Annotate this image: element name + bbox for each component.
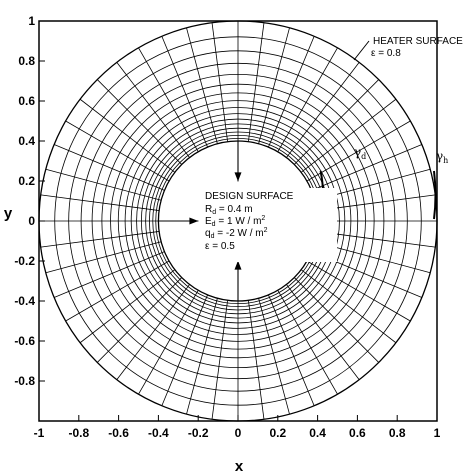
mesh-spoke	[247, 300, 265, 420]
mesh-spoke	[53, 144, 165, 191]
y-tick-label: -0.4	[14, 294, 35, 308]
y-tick-label: -0.2	[14, 254, 35, 268]
mesh-spoke	[294, 277, 379, 363]
y-tick-label: 0.4	[18, 134, 35, 148]
mesh-spoke	[161, 36, 208, 148]
mesh-spoke	[277, 290, 338, 395]
mesh-spoke	[300, 269, 397, 344]
mesh-spoke	[306, 120, 411, 182]
mesh-spoke	[286, 62, 360, 158]
mesh-spoke	[97, 277, 182, 363]
x-tick-label: 0.4	[309, 426, 326, 440]
mesh-spoke	[116, 62, 190, 158]
x-tick-label: 0.2	[269, 426, 286, 440]
mesh-spoke	[211, 22, 229, 142]
mesh-spoke	[186, 298, 218, 415]
mesh-spoke	[65, 120, 170, 182]
y-axis-title: y	[4, 205, 13, 222]
mesh-spoke	[53, 251, 165, 298]
mesh-spoke	[40, 231, 160, 248]
mesh-spoke	[79, 269, 176, 344]
y-tick-label: 0.2	[18, 174, 35, 188]
design-emissivity: ε = 0.5	[205, 241, 235, 252]
axis-ticks: -1 -0.8 -0.6 -0.4 -0.2 0 0.2 0.4 0.6 0.8 1 1 0.8 0.6 0…	[14, 14, 440, 440]
y-tick-label: 0.6	[18, 94, 35, 108]
mesh-spoke	[97, 79, 182, 165]
mesh-spoke	[268, 36, 315, 148]
mesh-spoke	[45, 241, 162, 274]
heater-surface-annotation: HEATER SURFACE ε = 0.8 γh	[353, 36, 463, 165]
gamma-h-label: γh	[436, 149, 448, 165]
heater-leader-line	[353, 40, 370, 61]
design-surface-annotation: DESIGN SURFACE Rd = 0.4 m Ed = 1 W / m2 …	[203, 145, 366, 262]
gamma-h-marker	[433, 170, 437, 220]
mesh-spoke	[116, 284, 190, 380]
x-tick-label: 0.6	[349, 426, 366, 440]
mesh-spoke	[65, 260, 170, 322]
x-tick-label: 0.8	[389, 426, 406, 440]
mesh-spoke	[311, 144, 423, 191]
y-tick-label: -0.8	[14, 374, 35, 388]
x-tick-label: -0.8	[68, 426, 89, 440]
mesh-spoke	[306, 260, 411, 322]
mesh-spoke	[247, 22, 265, 142]
x-tick-label: -0.2	[188, 426, 209, 440]
mesh-spoke	[286, 284, 360, 380]
mesh-spoke	[186, 27, 218, 144]
mesh-spoke	[138, 47, 199, 152]
mesh-spoke	[211, 300, 229, 420]
mesh-spoke	[277, 47, 338, 152]
mesh-spoke	[258, 298, 290, 415]
arrow-top	[234, 141, 242, 182]
mesh-spoke	[138, 290, 199, 395]
mesh-spoke	[300, 98, 397, 173]
design-surface-title: DESIGN SURFACE	[205, 191, 294, 202]
heater-emissivity: ε = 0.8	[371, 48, 401, 59]
mesh-spoke	[268, 294, 315, 406]
design-radius: Rd = 0.4 m	[205, 204, 253, 216]
mesh-spoke	[45, 168, 162, 201]
heater-surface-label: HEATER SURFACE	[373, 36, 463, 47]
mesh-spoke	[258, 27, 290, 144]
mesh-spoke	[79, 98, 176, 173]
x-axis-title: x	[235, 458, 244, 474]
design-heat-flux: qd = -2 W / m2	[205, 227, 268, 240]
gamma-d-label: γd	[354, 145, 366, 161]
x-tick-label: 1	[434, 426, 441, 440]
y-tick-label: 0	[28, 214, 35, 228]
x-tick-label: -0.6	[108, 426, 129, 440]
mesh-spoke	[294, 79, 379, 165]
x-tick-label: -1	[34, 426, 45, 440]
x-tick-label: -0.4	[148, 426, 169, 440]
mesh-spoke	[40, 194, 160, 211]
design-emissive-power: Ed = 1 W / m2	[205, 215, 265, 228]
y-tick-label: 1	[28, 14, 35, 28]
design-label-backdrop	[203, 188, 337, 262]
mesh-spoke	[161, 294, 208, 406]
y-tick-label: -0.6	[14, 334, 35, 348]
arrow-top-head	[234, 172, 242, 182]
arrow-bottom	[234, 260, 242, 301]
arrow-left	[158, 217, 199, 225]
arrow-left-head	[189, 217, 199, 225]
arrow-bottom-head	[234, 260, 242, 270]
x-tick-label: 0	[235, 426, 242, 440]
y-tick-label: 0.8	[18, 54, 35, 68]
